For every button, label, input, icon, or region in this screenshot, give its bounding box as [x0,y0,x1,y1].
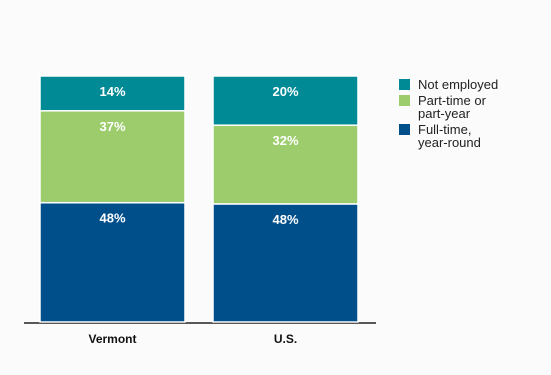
bars-group: 48% 37% 14% 48% 32% 20% [39,75,359,323]
data-label-u-s-not-employed: 20% [272,84,298,99]
data-label-u-s-part-time-or-part-year: 32% [272,133,298,148]
data-label-u-s-full-time-year-round: 48% [272,212,298,227]
data-label-vermont-not-employed: 14% [99,84,125,99]
category-label-vermont: Vermont [88,332,136,346]
bar-segment-vermont-part-time-or-part-year [39,110,186,204]
category-label-u-s: U.S. [274,332,297,346]
legend-swatch-not-employed [399,79,410,90]
legend-label-not-employed: Not employed [418,77,498,92]
bar-segment-vermont-not-employed [39,75,186,112]
data-label-vermont-part-time-or-part-year: 37% [99,119,125,134]
data-label-vermont-full-time-year-round: 48% [99,211,125,226]
legend-label-full-time-year-round: Full-time, year-round [418,122,481,150]
bar-segment-u-s-full-time-year-round [212,203,359,323]
legend-label-part-time-or-part-year: Part-time or part-year [418,93,487,121]
bar-segment-vermont-full-time-year-round [39,201,186,323]
category-labels-group: Vermont U.S. [88,332,297,346]
bar-segment-u-s-not-employed [212,75,359,126]
legend-swatch-full-time-year-round [399,124,410,135]
legend-swatch-part-time-or-part-year [399,95,410,106]
bar-segment-u-s-part-time-or-part-year [212,124,359,205]
